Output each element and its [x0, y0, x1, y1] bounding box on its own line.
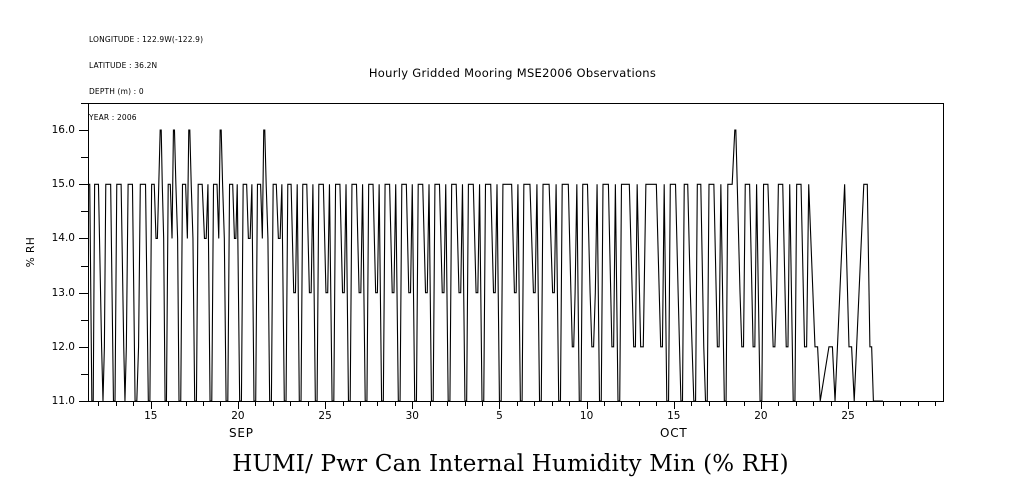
x-tick-minor — [255, 401, 257, 406]
x-tick-major — [412, 401, 414, 409]
x-axis-tick-label: 25 — [841, 410, 855, 422]
x-tick-minor — [342, 401, 344, 406]
y-tick-minor — [81, 103, 88, 104]
x-tick-minor — [865, 401, 867, 406]
x-tick-minor — [447, 401, 449, 406]
x-tick-minor — [464, 401, 466, 406]
axes-frame — [88, 103, 944, 401]
x-tick-minor — [185, 401, 187, 406]
x-axis-tick-label: 5 — [496, 410, 503, 422]
x-axis-tick-label: 10 — [579, 410, 594, 422]
x-tick-major — [586, 401, 588, 409]
x-tick-minor — [813, 401, 815, 406]
y-tick-major — [79, 130, 88, 132]
metadata-latitude: LATITUDE : 36.2N — [89, 60, 158, 70]
x-tick-minor — [621, 401, 623, 406]
y-tick-minor — [81, 157, 88, 159]
y-axis-title: % RH — [25, 236, 37, 268]
x-tick-major — [499, 401, 501, 409]
plot-area: 11.0 12.0 13.0 14.0 15.0 16.0 % RH 15 20 25 30 5 1… — [25, 103, 944, 440]
y-tick-major — [79, 401, 88, 402]
figure-caption-text: HUMI/ Pwr Can Internal Humidity Min (% R… — [232, 451, 789, 477]
x-tick-major — [150, 401, 152, 409]
x-axis-tick-label: 15 — [667, 410, 681, 422]
y-tick-minor — [81, 211, 88, 213]
x-tick-minor — [377, 401, 379, 406]
x-axis-tick-label: 15 — [144, 410, 158, 422]
y-tick-major — [79, 346, 88, 348]
figure-caption: HUMI/ Pwr Can Internal Humidity Min (% R… — [0, 451, 1009, 477]
x-tick-minor — [778, 401, 780, 406]
x-tick-minor — [882, 401, 884, 406]
y-tick-minor — [81, 319, 88, 321]
x-tick-minor — [726, 401, 728, 406]
y-tick-major — [79, 292, 88, 294]
x-tick-minor — [307, 401, 309, 406]
x-axis-month-label: OCT — [659, 426, 688, 440]
x-tick-minor — [429, 401, 431, 406]
x-tick-major — [760, 401, 762, 409]
x-tick-minor — [656, 401, 658, 406]
x-tick-minor — [516, 401, 518, 406]
x-tick-minor — [290, 401, 292, 406]
x-tick-minor — [133, 401, 135, 406]
x-tick-major — [673, 401, 675, 409]
x-axis-tick-label: 20 — [231, 410, 245, 422]
x-tick-minor — [691, 401, 693, 406]
y-axis-tick-label: 13.0 — [51, 286, 75, 299]
x-tick-minor — [359, 401, 361, 406]
x-tick-major — [848, 401, 850, 409]
metadata-block: LONGITUDE : 122.9W(-122.9) LATITUDE : 36… — [89, 19, 203, 139]
x-tick-minor — [534, 401, 536, 406]
x-tick-minor — [604, 401, 606, 406]
y-axis-tick-label: 15.0 — [51, 178, 75, 191]
y-tick-minor — [81, 373, 88, 375]
x-tick-minor — [917, 401, 919, 406]
humidity-line — [88, 129, 883, 401]
y-axis-tick-label: 14.0 — [51, 232, 75, 245]
x-axis-month-label: SEP — [228, 426, 254, 440]
y-tick-minor — [81, 265, 88, 267]
x-tick-minor — [482, 401, 483, 406]
y-axis-tick-label: 16.0 — [51, 124, 75, 137]
plot-title: Hourly Gridded Mooring MSE2006 Observati… — [0, 66, 1009, 80]
x-axis-line — [88, 401, 944, 403]
plot-title-text: Hourly Gridded Mooring MSE2006 Observati… — [368, 66, 657, 80]
x-tick-minor — [203, 401, 205, 406]
x-axis-tick-label: 25 — [318, 410, 332, 422]
x-tick-minor — [638, 401, 640, 406]
x-tick-minor — [830, 401, 832, 406]
y-axis-tick-label: 12.0 — [51, 340, 75, 353]
humidity-series — [88, 129, 883, 401]
x-tick-minor — [272, 401, 274, 406]
x-tick-minor — [220, 401, 222, 406]
x-tick-major — [325, 401, 327, 409]
x-tick-minor — [394, 401, 396, 406]
y-tick-major — [79, 238, 88, 240]
x-tick-minor — [551, 401, 553, 406]
x-tick-minor — [900, 401, 902, 406]
metadata-longitude: LONGITUDE : 122.9W(-122.9) — [89, 35, 204, 45]
metadata-depth: DEPTH (m) : 0 — [89, 86, 144, 96]
x-axis-tick-label: 20 — [754, 410, 768, 422]
y-axis-tick-label: 11.0 — [51, 395, 75, 407]
x-axis-tick-label: 30 — [405, 410, 419, 422]
x-tick-minor — [708, 401, 710, 406]
x-tick-minor — [935, 401, 937, 406]
x-tick-minor — [795, 401, 797, 406]
x-tick-major — [237, 401, 239, 409]
x-tick-minor — [743, 401, 745, 406]
x-tick-minor — [569, 401, 571, 406]
x-tick-minor — [115, 401, 117, 406]
x-tick-minor — [168, 401, 170, 406]
x-tick-minor — [98, 401, 100, 406]
y-tick-major — [79, 184, 88, 186]
metadata-year: YEAR : 2006 — [89, 112, 137, 122]
